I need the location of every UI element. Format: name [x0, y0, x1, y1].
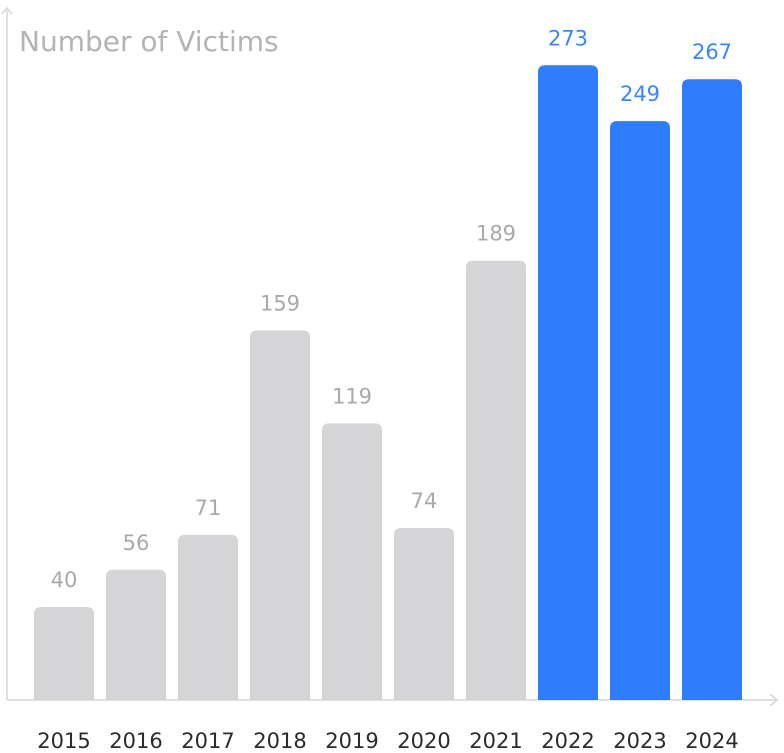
bar-2022 — [538, 65, 598, 700]
bar-2017 — [178, 534, 238, 700]
x-tick-label-2015: 2015 — [37, 729, 90, 753]
x-tick-label-2019: 2019 — [325, 729, 378, 753]
chart-title: Number of Victims — [19, 25, 279, 58]
bars — [34, 65, 742, 701]
bar-2019 — [322, 423, 382, 700]
x-tick-label-2020: 2020 — [397, 729, 450, 753]
bar-value-label-2016: 56 — [123, 531, 150, 555]
y-axis-arrow — [1, 6, 13, 15]
bar-value-label-2023: 249 — [620, 82, 660, 106]
bar-value-label-2021: 189 — [476, 222, 516, 246]
bar-2018 — [250, 330, 310, 700]
bar-value-label-2024: 267 — [692, 40, 732, 64]
bar-value-label-2019: 119 — [332, 384, 372, 408]
bar-2023 — [610, 121, 670, 700]
bar-value-label-2020: 74 — [411, 489, 438, 513]
x-tick-label-2018: 2018 — [253, 729, 306, 753]
x-axis-tick-labels: 2015 2016 2017 2018 2019 2020 2021 2022 2023 2024 — [37, 729, 738, 753]
x-tick-label-2022: 2022 — [541, 729, 594, 753]
x-tick-label-2017: 2017 — [181, 729, 234, 753]
bar-2024 — [682, 79, 742, 701]
bar-value-label-2018: 159 — [260, 291, 300, 315]
x-axis-arrow — [769, 693, 779, 707]
x-tick-label-2024: 2024 — [685, 729, 738, 753]
bar-value-label-2022: 273 — [548, 26, 588, 50]
bar-2020 — [394, 527, 454, 700]
bar-2016 — [106, 569, 166, 700]
bar-2015 — [34, 607, 94, 700]
bar-value-label-2017: 71 — [195, 496, 222, 520]
value-labels: 40 56 71 159 119 74 189 273 249 267 — [51, 26, 732, 592]
bar-value-label-2015: 40 — [51, 568, 78, 592]
bar-2021 — [466, 260, 526, 700]
x-tick-label-2016: 2016 — [109, 729, 162, 753]
x-tick-label-2021: 2021 — [469, 729, 522, 753]
x-tick-label-2023: 2023 — [613, 729, 666, 753]
